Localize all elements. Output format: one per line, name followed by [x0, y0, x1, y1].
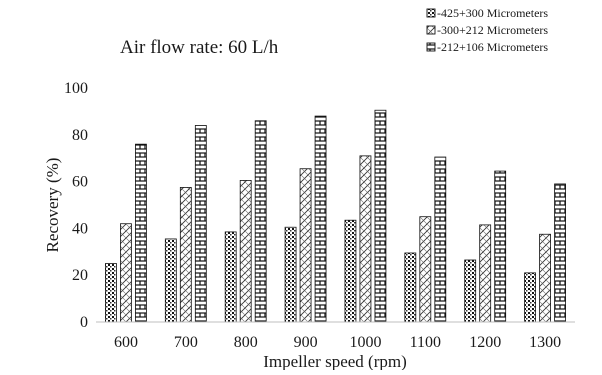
bar-2-700 — [179, 187, 192, 323]
bar-3-1100 — [434, 156, 447, 323]
bar-3-1200 — [494, 170, 507, 323]
legend-swatch — [426, 42, 436, 52]
bar-2-1000 — [359, 155, 372, 323]
y-tick-label: 20 — [72, 267, 88, 284]
y-tick-label: 80 — [72, 127, 88, 144]
bar-2-1100 — [419, 216, 432, 323]
legend: -425+300 Micrometers -300+212 Micrometers… — [426, 6, 548, 54]
bar-3-900 — [314, 115, 327, 323]
bar-3-1300 — [554, 183, 566, 323]
x-tick-label: 1300 — [529, 334, 561, 351]
y-axis: 0 20 40 60 80 100 — [64, 80, 88, 331]
legend-swatch — [426, 25, 436, 35]
x-axis: 600 700 800 900 1000 1100 1200 1300 — [96, 321, 575, 351]
x-tick-label: 700 — [174, 334, 198, 351]
y-tick-label: 100 — [64, 80, 88, 97]
y-tick-label: 40 — [72, 220, 88, 237]
bar-2-1200 — [479, 224, 492, 323]
x-axis-label: Impeller speed (rpm) — [263, 352, 407, 370]
bar-1-900 — [284, 226, 297, 323]
bar-2-1300 — [539, 233, 551, 323]
bar-1-1000 — [344, 219, 357, 323]
bar-3-800 — [254, 120, 267, 323]
x-tick-label: 1200 — [469, 334, 501, 351]
bar-1-700 — [164, 238, 177, 323]
y-tick-label: 60 — [72, 174, 88, 191]
y-axis-label: Recovery (%) — [43, 158, 62, 253]
bar-1-800 — [224, 231, 237, 323]
legend-swatch — [426, 8, 436, 18]
bar-2-600 — [120, 223, 132, 323]
legend-label: -212+106 Micrometers — [437, 40, 548, 54]
bar-1-1200 — [464, 259, 477, 323]
bar-2-800 — [239, 180, 252, 323]
chart-annotation: Air flow rate: 60 L/h — [120, 37, 279, 58]
bar-2-900 — [299, 168, 312, 323]
bar-3-1000 — [374, 109, 387, 323]
x-tick-label: 800 — [234, 334, 258, 351]
bars — [105, 109, 566, 323]
bar-1-1100 — [404, 252, 417, 323]
x-tick-label: 900 — [294, 334, 318, 351]
y-tick-label: 0 — [80, 314, 88, 331]
x-tick-label: 600 — [114, 334, 138, 351]
bar-1-600 — [105, 263, 117, 323]
x-tick-label: 1100 — [410, 334, 441, 351]
x-tick-label: 1000 — [349, 334, 381, 351]
legend-label: -425+300 Micrometers — [437, 6, 548, 20]
bar-1-1300 — [524, 272, 536, 323]
legend-label: -300+212 Micrometers — [437, 23, 548, 37]
bar-3-600 — [135, 143, 147, 323]
bar-3-700 — [194, 125, 207, 323]
